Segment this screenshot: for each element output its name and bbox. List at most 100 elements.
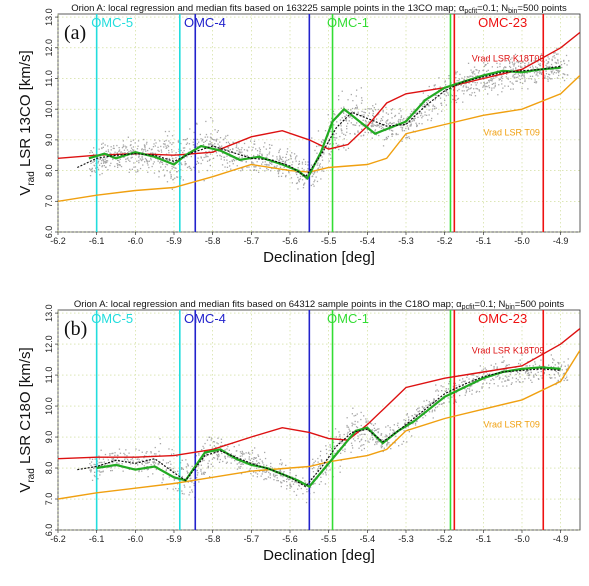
sample-point — [196, 469, 198, 472]
sample-point — [236, 463, 238, 465]
sample-point — [367, 420, 369, 422]
sample-point — [291, 152, 293, 154]
y-tick-label: 12.0 — [44, 335, 54, 353]
x-tick-label: -5.7 — [244, 236, 260, 246]
sample-point — [467, 62, 470, 64]
sample-point — [363, 111, 365, 113]
sample-point — [155, 142, 157, 144]
sample-point — [458, 384, 460, 386]
sample-point — [229, 149, 231, 151]
sample-point — [215, 152, 218, 154]
sample-point — [473, 66, 476, 68]
sample-point — [284, 160, 287, 162]
sample-point — [560, 60, 562, 63]
sample-point — [290, 177, 293, 179]
sample-point — [233, 446, 235, 448]
sample-point — [235, 450, 237, 452]
sample-point — [387, 442, 389, 444]
sample-point — [372, 105, 374, 107]
sample-point — [325, 448, 328, 451]
sample-point — [177, 155, 179, 157]
sample-point — [291, 164, 293, 166]
sample-point — [363, 433, 365, 435]
sample-point — [375, 440, 377, 443]
sample-point — [393, 424, 395, 426]
sample-point — [339, 435, 341, 437]
sample-point — [241, 156, 243, 158]
sample-point — [454, 400, 457, 403]
sample-point — [197, 465, 199, 468]
sample-point — [488, 387, 490, 389]
sample-point — [256, 467, 258, 469]
sample-point — [491, 80, 493, 82]
sample-point — [499, 78, 501, 80]
sample-point — [198, 171, 200, 173]
sample-point — [498, 84, 500, 86]
sample-point — [557, 361, 559, 364]
sample-point — [433, 107, 436, 110]
sample-point — [482, 69, 484, 72]
sample-point — [487, 93, 489, 95]
sample-point — [205, 133, 208, 136]
sample-point — [352, 438, 355, 440]
sample-point — [280, 175, 283, 177]
sample-point — [172, 166, 174, 168]
sample-point — [471, 92, 473, 94]
sample-point — [262, 471, 264, 473]
sample-point — [325, 474, 327, 476]
sample-point — [530, 371, 532, 374]
sample-point — [483, 73, 485, 75]
sample-point — [291, 480, 294, 482]
sample-point — [483, 379, 485, 381]
sample-point — [360, 87, 362, 89]
sample-point — [373, 124, 375, 126]
series-line-1 — [58, 328, 580, 460]
sample-point — [390, 109, 393, 111]
sample-point — [262, 462, 264, 464]
sample-point — [282, 472, 284, 474]
sample-point — [205, 120, 207, 123]
sample-point — [349, 116, 352, 118]
sample-point — [323, 170, 325, 172]
sample-point — [96, 463, 99, 465]
sample-point — [181, 163, 183, 166]
sample-point — [169, 467, 171, 469]
sample-point — [441, 403, 443, 405]
sample-point — [519, 81, 521, 84]
sample-point — [222, 152, 224, 154]
sample-point — [200, 470, 202, 472]
sample-point — [514, 62, 516, 64]
sample-point — [545, 70, 547, 72]
sample-point — [365, 421, 367, 424]
sample-point — [298, 169, 300, 171]
x-tick-label: -5.9 — [166, 236, 182, 246]
sample-point — [536, 73, 538, 75]
sample-point — [250, 158, 252, 160]
sample-point — [296, 482, 298, 484]
sample-point — [551, 78, 553, 80]
sample-point — [256, 473, 259, 475]
sample-point — [380, 120, 382, 122]
sample-point — [420, 114, 422, 117]
sample-point — [249, 169, 251, 171]
sample-point — [520, 62, 522, 65]
y-axis-label: Vrad LSR C18O [km/s] — [17, 347, 37, 492]
sample-point — [400, 118, 402, 121]
sample-point — [116, 152, 118, 155]
sample-point — [546, 66, 548, 68]
sample-point — [254, 447, 256, 449]
sample-point — [468, 388, 471, 390]
x-tick-label: -5.8 — [205, 534, 221, 544]
sample-point — [452, 98, 454, 101]
sample-point — [109, 164, 111, 167]
sample-point — [291, 182, 293, 184]
sample-point — [266, 464, 268, 467]
sample-point — [114, 465, 116, 468]
sample-point — [401, 443, 403, 445]
sample-point — [152, 163, 154, 165]
sample-point — [161, 482, 163, 484]
sample-point — [168, 476, 170, 478]
sample-point — [563, 62, 566, 65]
sample-point — [342, 143, 344, 146]
sample-point — [393, 431, 395, 433]
